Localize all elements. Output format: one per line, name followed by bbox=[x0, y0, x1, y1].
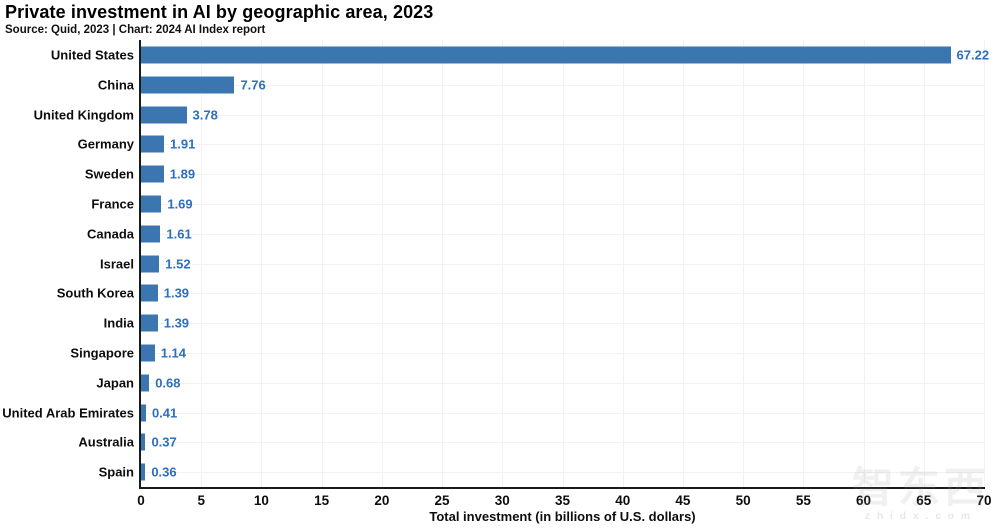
gridline-horizontal bbox=[141, 472, 984, 474]
bar-value-label: 1.69 bbox=[167, 196, 193, 212]
category-label: France bbox=[91, 196, 134, 212]
bar-china bbox=[141, 76, 235, 94]
bar-south-korea bbox=[141, 284, 158, 302]
bar-value-label: 0.36 bbox=[151, 464, 177, 480]
x-tick-label: 45 bbox=[675, 493, 691, 508]
x-tick-label: 0 bbox=[137, 493, 145, 508]
chart-source-caption: Source: Quid, 2023 | Chart: 2024 AI Inde… bbox=[5, 24, 266, 36]
gridline-horizontal bbox=[141, 203, 984, 205]
x-tick-label: 60 bbox=[856, 493, 872, 508]
gridline-horizontal bbox=[141, 174, 984, 176]
category-label: United States bbox=[50, 47, 134, 63]
category-label: Japan bbox=[96, 375, 134, 391]
category-label: Sweden bbox=[84, 166, 134, 182]
x-tick-label: 65 bbox=[916, 493, 932, 508]
y-axis-line bbox=[139, 40, 141, 489]
bar-value-label: 0.41 bbox=[151, 405, 178, 420]
category-label: Singapore bbox=[70, 345, 134, 361]
category-label: Germany bbox=[77, 136, 134, 152]
bar-value-label: 0.68 bbox=[155, 375, 181, 391]
gridline-horizontal bbox=[141, 233, 984, 235]
bar-spain bbox=[141, 463, 146, 481]
bar-value-label: 1.89 bbox=[169, 166, 196, 182]
category-label: India bbox=[103, 315, 134, 331]
x-tick-label: 5 bbox=[197, 493, 205, 508]
gridline-horizontal bbox=[141, 263, 984, 265]
category-label: United Arab Emirates bbox=[2, 405, 134, 420]
gridline-horizontal bbox=[141, 382, 984, 384]
gridline-horizontal bbox=[141, 114, 984, 116]
bar-australia bbox=[141, 433, 146, 451]
x-tick-label: 15 bbox=[314, 493, 330, 508]
category-label: China bbox=[97, 77, 134, 93]
gridline-horizontal bbox=[141, 323, 984, 325]
category-label: Israel bbox=[100, 256, 134, 271]
bar-germany bbox=[141, 135, 164, 153]
bar-united-states bbox=[141, 46, 951, 64]
x-tick-label: 40 bbox=[615, 493, 631, 508]
x-tick-label: 50 bbox=[735, 493, 751, 508]
x-axis-line bbox=[139, 487, 985, 489]
gridline-horizontal bbox=[141, 442, 984, 444]
gridline-horizontal bbox=[141, 293, 984, 295]
x-tick-label: 20 bbox=[374, 493, 390, 508]
x-axis-title: Total investment (in billions of U.S. do… bbox=[429, 509, 696, 524]
category-label: United Kingdom bbox=[33, 107, 134, 122]
gridline-vertical bbox=[984, 40, 985, 487]
category-label: Spain bbox=[98, 464, 134, 480]
category-label: South Korea bbox=[56, 285, 134, 301]
bar-india bbox=[141, 314, 158, 332]
x-tick-label: 25 bbox=[434, 493, 450, 508]
plot-area: 67.22 7.76 3.78 1.91 1.89 1.69 1.61 1.52 1.39 1.3… bbox=[141, 40, 989, 487]
bar-israel bbox=[141, 255, 160, 272]
bar-france bbox=[141, 195, 162, 213]
x-tick-label: 55 bbox=[795, 493, 811, 508]
bar-value-label: 1.61 bbox=[166, 226, 192, 242]
bar-value-label: 1.91 bbox=[170, 136, 196, 152]
x-tick-label: 35 bbox=[554, 493, 571, 508]
bar-value-label: 1.39 bbox=[163, 285, 190, 301]
gridline-horizontal bbox=[141, 352, 984, 354]
bar-canada bbox=[141, 225, 161, 243]
category-label: Canada bbox=[87, 226, 134, 242]
bar-value-label: 1.14 bbox=[160, 345, 187, 361]
gridline-horizontal bbox=[141, 84, 984, 86]
gridline-horizontal bbox=[141, 412, 984, 414]
bar-value-label: 3.78 bbox=[192, 107, 218, 122]
bar-value-label: 7.76 bbox=[240, 77, 266, 93]
x-tick-label: 30 bbox=[494, 493, 510, 508]
bar-japan bbox=[141, 374, 150, 392]
bar-united-kingdom bbox=[141, 106, 187, 123]
bar-value-label: 1.52 bbox=[165, 256, 191, 271]
x-tick-label: 70 bbox=[976, 493, 992, 508]
bar-sweden bbox=[141, 165, 164, 183]
category-label: Australia bbox=[78, 434, 134, 450]
x-tick-label: 10 bbox=[253, 493, 269, 508]
bar-value-label: 0.37 bbox=[151, 434, 177, 450]
bar-value-label: 67.22 bbox=[956, 47, 990, 63]
bar-singapore bbox=[141, 344, 155, 362]
gridline-horizontal bbox=[141, 144, 984, 146]
bar-united-arab-emirates bbox=[141, 404, 146, 421]
chart-title: Private investment in AI by geographic a… bbox=[5, 2, 434, 22]
bar-value-label: 1.39 bbox=[163, 315, 190, 331]
